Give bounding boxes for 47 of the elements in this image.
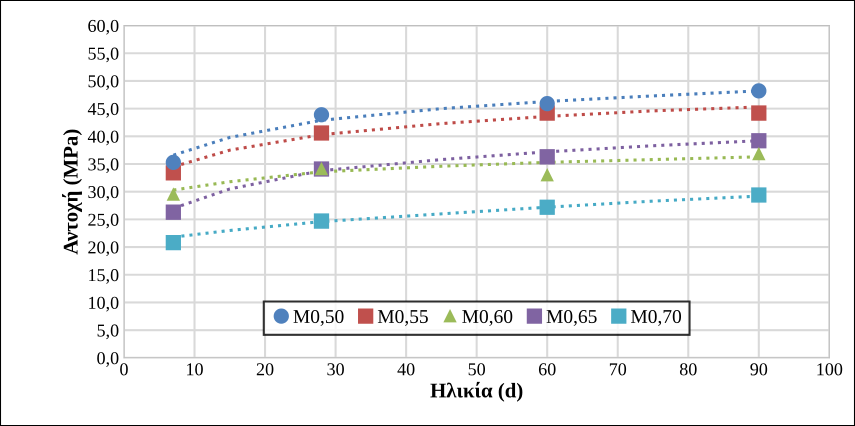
point: [540, 149, 555, 164]
x-tick-label: 20: [256, 363, 274, 376]
point: [540, 200, 555, 215]
point: [751, 187, 766, 203]
point: [166, 154, 181, 170]
point: [751, 133, 766, 148]
y-tick-label: 5,0: [98, 324, 118, 340]
y-tick-label: 40,0: [88, 130, 118, 146]
y-tick-label: 30,0: [88, 186, 118, 201]
point: [314, 213, 330, 229]
legend-label: M0,60: [462, 310, 512, 326]
y-axis-title: Αντοχή (MPa): [62, 130, 82, 254]
y-tick-label: 45,0: [88, 102, 118, 118]
point: [540, 96, 555, 112]
point: [540, 168, 554, 182]
y-tick-label: 55,0: [88, 48, 118, 62]
point: [166, 204, 181, 220]
y-tick-label: 50,0: [88, 75, 118, 90]
y-tick-label: 15,0: [89, 269, 118, 284]
y-tick-label: 0,0: [97, 352, 118, 367]
point: [166, 235, 181, 250]
x-tick-label: 40: [397, 363, 414, 376]
x-tick-label: 10: [187, 363, 203, 376]
x-tick-label: 80: [680, 363, 697, 376]
y-tick-label: 20,0: [88, 241, 118, 256]
y-tick-label: 60,0: [88, 20, 118, 35]
legend-label: M0,50: [294, 310, 344, 326]
y-tick-label: 25,0: [88, 214, 118, 228]
y-tick-label: 10,0: [89, 296, 118, 312]
legend-label: M0,70: [631, 310, 682, 326]
point: [314, 125, 330, 141]
x-tick-label: 0: [120, 363, 128, 376]
x-tick-label: 50: [468, 363, 485, 376]
legend-label: M0,55: [378, 310, 428, 326]
y-tick-label: 35,0: [88, 158, 118, 174]
point: [167, 188, 180, 201]
x-axis-title: Ηλικία (d): [430, 382, 522, 402]
x-tick-label: 100: [817, 363, 842, 376]
point: [751, 105, 766, 121]
point: [752, 148, 766, 160]
legend-label: M0,65: [546, 310, 597, 326]
point: [751, 83, 766, 99]
x-tick-label: 90: [750, 363, 768, 376]
x-tick-label: 30: [327, 363, 344, 376]
point: [314, 107, 330, 122]
x-tick-label: 70: [610, 363, 626, 376]
x-tick-label: 60: [538, 363, 556, 376]
